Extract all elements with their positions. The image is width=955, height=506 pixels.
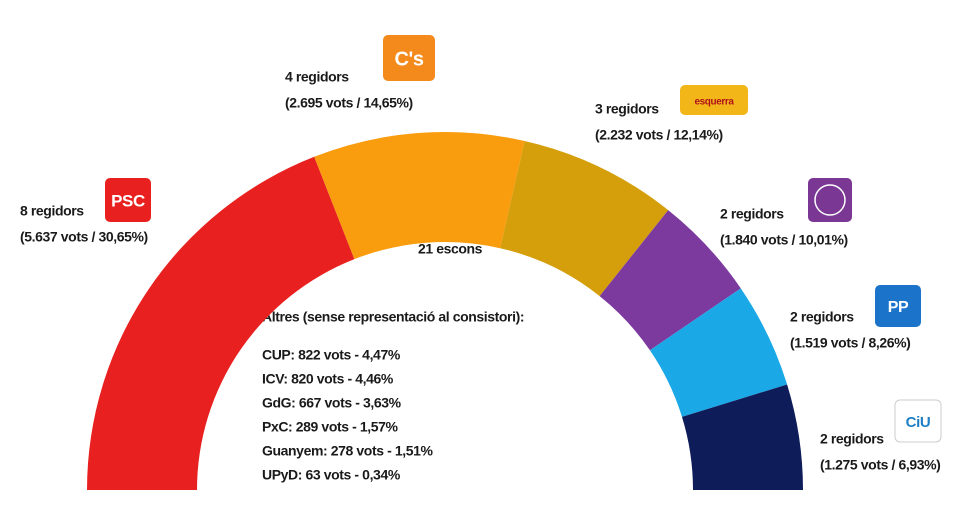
party-logo-text: PSC [111, 191, 145, 210]
seat-label: 3 regidors [595, 101, 659, 117]
others-item: GdG: 667 vots - 3,63% [262, 395, 402, 411]
party-logo-text: C's [394, 48, 423, 70]
seat-arc [681, 384, 803, 490]
seat-arc [500, 140, 669, 297]
party-logo [875, 285, 921, 327]
center-label: 21 escons [418, 241, 483, 257]
seat-arc [87, 156, 355, 490]
seat-arc [314, 132, 525, 260]
seat-label: 2 regidors [720, 206, 784, 222]
others-item: PxC: 289 vots - 1,57% [262, 419, 399, 435]
seat-arc [649, 288, 788, 417]
party-logo [383, 35, 435, 81]
vote-detail: (1.840 vots / 10,01%) [720, 232, 848, 248]
seat-label: 2 regidors [820, 431, 884, 447]
others-item: UPyD: 63 vots - 0,34% [262, 467, 401, 483]
vote-detail: (2.232 vots / 12,14%) [595, 127, 723, 143]
vote-detail: (1.519 vots / 8,26%) [790, 335, 910, 351]
vote-detail: (1.275 vots / 6,93%) [820, 457, 940, 473]
party-logo [105, 178, 151, 222]
others-item: ICV: 820 vots - 4,46% [262, 371, 394, 387]
vote-detail: (2.695 vots / 14,65%) [285, 95, 413, 111]
seat-label: 2 regidors [790, 309, 854, 325]
party-logo-text: esquerra [694, 97, 734, 108]
others-title: Altres (sense representació al consistor… [262, 309, 524, 325]
seat-label: 8 regidors [20, 203, 84, 219]
party-logo-text: CiU [906, 414, 931, 431]
seat-arc [599, 210, 741, 351]
party-logo [680, 85, 748, 115]
seat-label: 4 regidors [285, 69, 349, 85]
party-logo [894, 399, 942, 443]
party-logo-text: PP [888, 299, 909, 316]
party-logo-mark [814, 184, 846, 216]
vote-detail: (5.637 vots / 30,65%) [20, 229, 148, 245]
others-item: CUP: 822 vots - 4,47% [262, 347, 401, 363]
others-item: Guanyem: 278 vots - 1,51% [262, 443, 433, 459]
